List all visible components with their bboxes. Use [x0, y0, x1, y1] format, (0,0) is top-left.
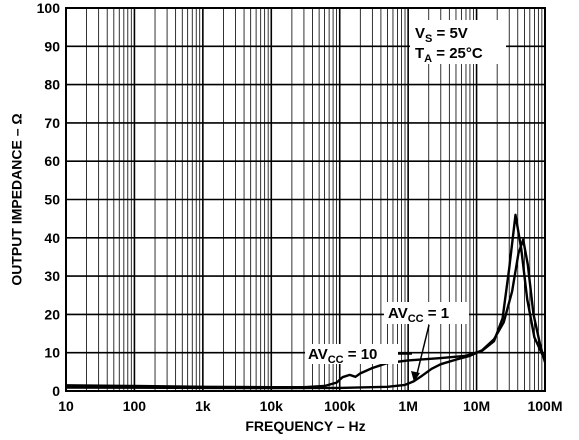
x-axis-title: FREQUENCY – Hz	[245, 418, 365, 434]
series-label-avcc-10-background	[305, 344, 398, 364]
x-tick-label: 1k	[195, 398, 211, 414]
y-tick-label: 0	[52, 383, 60, 399]
ambient-temperature-label: TA = 25°C	[415, 45, 483, 65]
series-label-avcc-1-arrowhead	[411, 371, 420, 382]
y-tick-label: 10	[44, 345, 60, 361]
y-tick-label: 90	[44, 38, 60, 54]
y-tick-label: 100	[37, 0, 61, 16]
x-tick-label: 1M	[398, 398, 417, 414]
conditions-box: VS = 5V TA = 25°C	[410, 20, 506, 65]
y-tick-label: 70	[44, 115, 60, 131]
conditions-background	[410, 20, 506, 64]
supply-voltage-label: VS = 5V	[415, 25, 468, 45]
y-tick-label: 30	[44, 268, 60, 284]
grid	[66, 8, 545, 391]
plot-frame	[65, 7, 546, 392]
x-tick-label: 100k	[324, 398, 355, 414]
series-label-avcc-1-leader	[416, 324, 430, 375]
series-label-avcc-1: AVCC = 1	[384, 302, 469, 382]
series-label-avcc-1-text: AVCC = 1	[388, 305, 449, 325]
x-tick-label: 10k	[260, 398, 284, 414]
x-tick-labels: 10 100 1k 10k 100k 1M 10M 100M	[58, 398, 562, 414]
y-tick-label: 80	[44, 77, 60, 93]
series-label-avcc-1-background	[384, 302, 469, 324]
x-tick-label: 100M	[527, 398, 562, 414]
series-label-avcc-10: AVCC = 10	[305, 344, 412, 366]
y-tick-label: 20	[44, 306, 60, 322]
series-label-avcc-10-text: AVCC = 10	[308, 346, 377, 366]
y-tick-label: 60	[44, 153, 60, 169]
y-axis-title: OUTPUT IMPEDANCE – Ω	[9, 113, 25, 285]
y-tick-label: 40	[44, 230, 60, 246]
x-tick-label: 10	[58, 398, 74, 414]
x-tick-label: 100	[123, 398, 147, 414]
series-line-avcc-1	[65, 238, 547, 390]
y-tick-labels: 0 10 20 30 40 50 60 70 80 90 100	[37, 0, 61, 399]
y-tick-label: 50	[44, 192, 60, 208]
x-tick-label: 10M	[463, 398, 490, 414]
